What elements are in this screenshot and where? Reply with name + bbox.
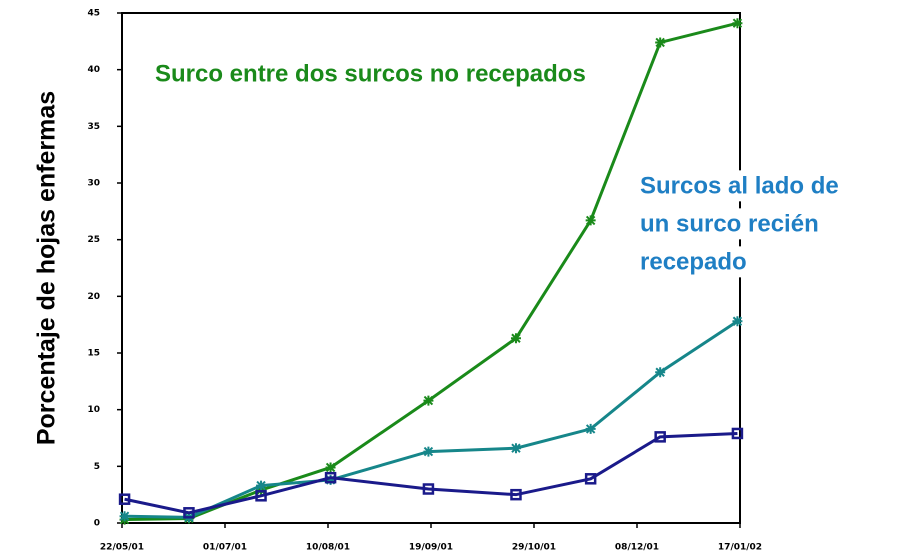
marker [422,483,435,495]
annotation: recepado [640,248,747,275]
y-tick-label: 25 [87,235,100,245]
marker [255,490,267,502]
marker [654,431,666,443]
y-tick-label: 30 [87,179,100,189]
marker [183,507,195,519]
annotation-bg [638,246,749,278]
marker [118,493,131,505]
y-tick-label: 45 [87,9,100,19]
marker [324,471,337,484]
marker [732,316,743,327]
marker [510,488,522,501]
marker [325,462,336,473]
x-tick-label: 08/12/01 [615,543,659,553]
marker [655,367,666,378]
y-tick-label: 35 [87,122,100,132]
annotation: Surco entre dos surcos no recepados [155,60,586,87]
marker [655,37,666,48]
marker [510,333,521,344]
marker [423,395,434,406]
x-tick-label: 17/01/02 [718,543,762,553]
marker [731,427,744,440]
marker [510,443,521,454]
y-tick-label: 0 [94,519,100,529]
x-tick-label: 19/09/01 [409,543,453,553]
annotation-bg [153,58,588,90]
marker [584,473,597,485]
marker [732,18,743,29]
marker [585,215,596,226]
y-tick-label: 5 [94,462,100,472]
x-tick-label: 22/05/01 [100,543,144,553]
y-tick-label: 40 [87,65,100,75]
x-tick-label: 01/07/01 [203,543,247,553]
annotation-bg [638,208,821,240]
marker [423,446,434,457]
marker [119,511,130,522]
y-tick-label: 15 [87,349,100,359]
y-tick-label: 20 [87,292,100,302]
series-line [124,431,738,515]
y-axis-label: Porcentaje de hojas enfermas [33,91,61,445]
x-tick-label: 29/10/01 [512,543,556,553]
annotation: un surco recién [640,210,819,237]
y-tick-label: 10 [87,405,100,415]
annotation: Surcos al lado de [640,172,839,199]
annotation-bg [638,170,841,202]
marker [256,480,267,491]
marker [585,423,596,434]
x-tick-label: 10/08/01 [306,543,350,553]
marker [325,474,336,485]
